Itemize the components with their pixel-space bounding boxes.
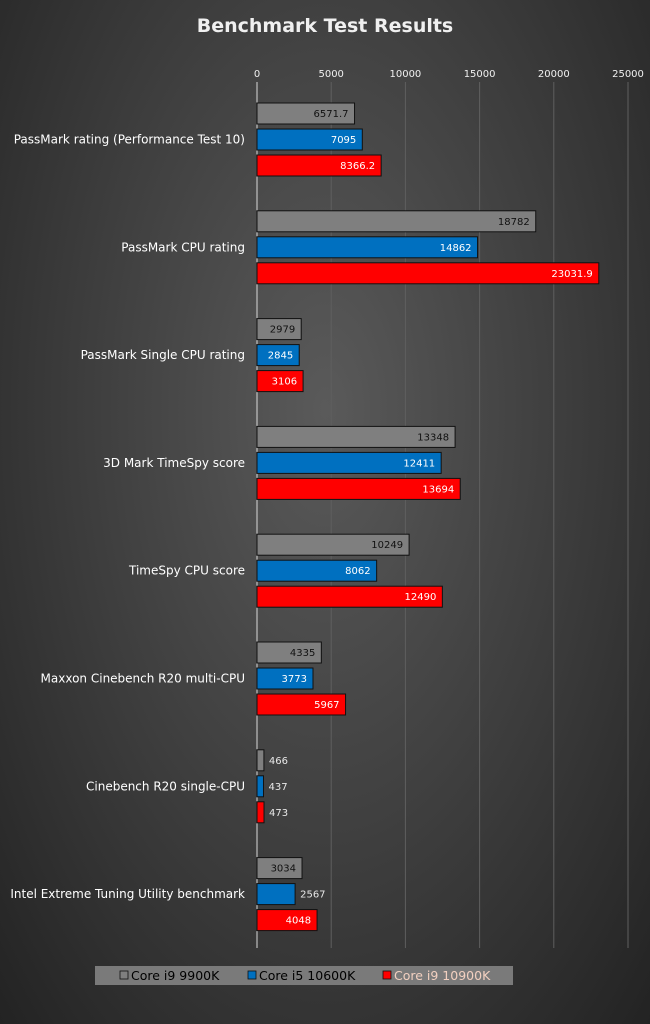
x-axis-ticks: 0 5000 10000 15000 20000 25000 <box>254 69 644 80</box>
legend-background <box>95 966 513 985</box>
value-label: 13694 <box>422 484 454 495</box>
bar-core-i5-10600k <box>256 883 296 906</box>
bar-core-i9-10900k <box>256 585 443 608</box>
value-label: 3773 <box>282 674 307 685</box>
value-label: 2567 <box>300 890 325 901</box>
bar-core-i5-10600k <box>256 344 300 367</box>
value-label: 6571.7 <box>314 109 349 120</box>
chart-title: Benchmark Test Results <box>197 15 454 37</box>
value-label: 23031.9 <box>551 269 592 280</box>
value-label: 5967 <box>314 700 339 711</box>
value-label: 473 <box>269 808 288 819</box>
value-label: 13348 <box>417 432 449 443</box>
legend-entry: Core i9 9900K <box>131 968 220 983</box>
x-tick-label: 15000 <box>464 69 496 80</box>
x-tick-label: 5000 <box>318 69 343 80</box>
bar-core-i9-10900k <box>256 370 304 393</box>
category-label: PassMark CPU rating <box>121 240 245 254</box>
bar-core-i9-9900k <box>256 857 303 880</box>
bar-core-i9-10900k <box>256 801 265 824</box>
value-label: 12411 <box>403 458 435 469</box>
x-tick-label: 20000 <box>538 69 570 80</box>
value-label: 4335 <box>290 648 315 659</box>
legend-swatch <box>247 970 257 980</box>
bar-core-i5-10600k <box>256 775 264 798</box>
value-label: 14862 <box>440 243 472 254</box>
bar-core-i9-10900k <box>256 262 600 285</box>
legend: Core i9 9900K Core i5 10600K Core i9 10900… <box>95 966 513 985</box>
legend-entry: Core i9 10900K <box>394 968 491 983</box>
category-label: TimeSpy CPU score <box>128 564 245 578</box>
bar-core-i9-9900k <box>256 102 356 125</box>
bar-core-i9-10900k <box>256 477 461 500</box>
value-label: 466 <box>269 756 288 767</box>
x-tick-label: 10000 <box>389 69 421 80</box>
category-label: 3D Mark TimeSpy score <box>103 456 245 470</box>
legend-entry: Core i5 10600K <box>259 968 356 983</box>
x-tick-label: 0 <box>254 69 260 80</box>
value-label: 2979 <box>270 325 295 336</box>
bar-core-i9-9900k <box>256 641 322 664</box>
value-label: 2845 <box>268 351 293 362</box>
bar-core-i9-9900k <box>256 533 410 556</box>
bar-core-i9-10900k <box>256 909 318 932</box>
category-label: PassMark Single CPU rating <box>81 348 245 362</box>
value-label: 4048 <box>286 916 311 927</box>
bar-core-i9-9900k <box>256 425 456 448</box>
value-label: 18782 <box>498 217 530 228</box>
value-label: 8366.2 <box>340 161 375 172</box>
value-label: 10249 <box>371 540 403 551</box>
bars: 6571.7 7095 8366.2 18782 14862 23031.9 2979 284… <box>256 102 600 932</box>
bar-core-i9-9900k <box>256 210 537 233</box>
bar-core-i5-10600k <box>256 559 378 582</box>
value-label: 7095 <box>331 135 356 146</box>
bar-core-i5-10600k <box>256 128 363 151</box>
bar-core-i9-10900k <box>256 693 347 716</box>
category-label: Maxxon Cinebench R20 multi-CPU <box>41 672 245 686</box>
bar-core-i9-10900k <box>256 154 382 177</box>
category-label: Cinebench R20 single-CPU <box>86 779 245 793</box>
value-label: 8062 <box>345 566 370 577</box>
bar-core-i9-9900k <box>256 318 302 341</box>
bar-core-i5-10600k <box>256 451 442 474</box>
category-label: PassMark rating (Performance Test 10) <box>14 133 245 147</box>
value-label: 3034 <box>271 864 296 875</box>
bar-core-i9-9900k <box>256 749 265 772</box>
x-tick-label: 25000 <box>612 69 644 80</box>
legend-swatch <box>382 970 392 980</box>
value-label: 12490 <box>405 592 437 603</box>
category-labels: PassMark rating (Performance Test 10) Pas… <box>10 133 245 902</box>
category-label: Intel Extreme Tuning Utility benchmark <box>10 887 245 901</box>
bar-core-i5-10600k <box>256 667 314 690</box>
value-label: 437 <box>268 782 287 793</box>
bar-core-i5-10600k <box>256 236 479 259</box>
legend-swatch <box>119 970 129 980</box>
value-label: 3106 <box>272 377 297 388</box>
